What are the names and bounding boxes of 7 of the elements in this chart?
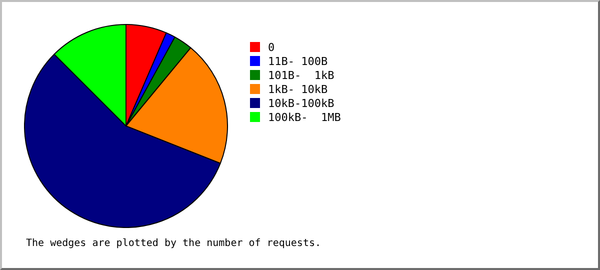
- legend-label: 0: [268, 40, 275, 54]
- legend-label: 11B- 100B: [268, 54, 328, 68]
- legend-label: 1kB- 10kB: [268, 82, 328, 96]
- legend-label: 10kB-100kB: [268, 96, 334, 110]
- text: The wedges are plotted by the number of requests.: [26, 238, 322, 249]
- legend-label: 100kB- 1MB: [268, 110, 341, 124]
- legend-label: 101B- 1kB: [268, 68, 334, 82]
